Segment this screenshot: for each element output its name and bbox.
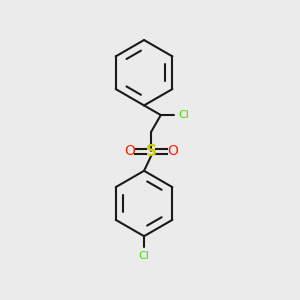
Text: O: O — [167, 144, 178, 158]
Text: Cl: Cl — [179, 110, 190, 120]
Text: O: O — [124, 144, 135, 158]
Text: S: S — [146, 144, 157, 159]
Text: Cl: Cl — [139, 251, 149, 261]
